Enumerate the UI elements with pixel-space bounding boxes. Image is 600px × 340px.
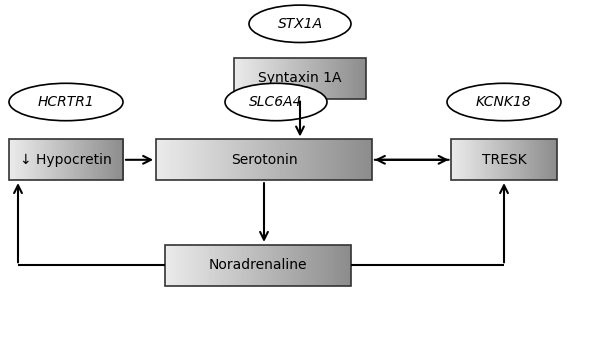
Bar bbox=[9, 139, 123, 180]
Text: STX1A: STX1A bbox=[277, 17, 323, 31]
Text: Noradrenaline: Noradrenaline bbox=[209, 258, 307, 272]
Bar bbox=[234, 58, 366, 99]
Text: HCRTR1: HCRTR1 bbox=[38, 95, 94, 109]
Ellipse shape bbox=[447, 83, 561, 121]
Text: TRESK: TRESK bbox=[482, 153, 526, 167]
Ellipse shape bbox=[9, 83, 123, 121]
Ellipse shape bbox=[225, 83, 327, 121]
Text: Syntaxin 1A: Syntaxin 1A bbox=[258, 71, 342, 85]
Ellipse shape bbox=[249, 5, 351, 42]
Bar bbox=[451, 139, 557, 180]
Text: Serotonin: Serotonin bbox=[230, 153, 298, 167]
Text: ↓ Hypocretin: ↓ Hypocretin bbox=[20, 153, 112, 167]
Text: SLC6A4: SLC6A4 bbox=[249, 95, 303, 109]
Bar bbox=[165, 245, 351, 286]
Bar bbox=[156, 139, 372, 180]
Text: KCNK18: KCNK18 bbox=[476, 95, 532, 109]
